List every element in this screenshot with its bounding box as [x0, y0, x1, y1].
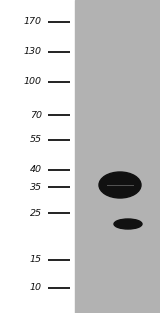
Ellipse shape [99, 172, 141, 198]
Bar [0, 0, 75, 313]
Text: 130: 130 [24, 48, 42, 57]
Text: 55: 55 [30, 136, 42, 145]
Ellipse shape [114, 219, 142, 229]
Text: 15: 15 [30, 255, 42, 264]
Text: 35: 35 [30, 182, 42, 192]
Text: 170: 170 [24, 18, 42, 27]
Text: 100: 100 [24, 78, 42, 86]
Text: 25: 25 [30, 208, 42, 218]
Text: 10: 10 [30, 284, 42, 293]
Text: 40: 40 [30, 166, 42, 175]
Bar [75, 0, 160, 313]
Text: 70: 70 [30, 110, 42, 120]
